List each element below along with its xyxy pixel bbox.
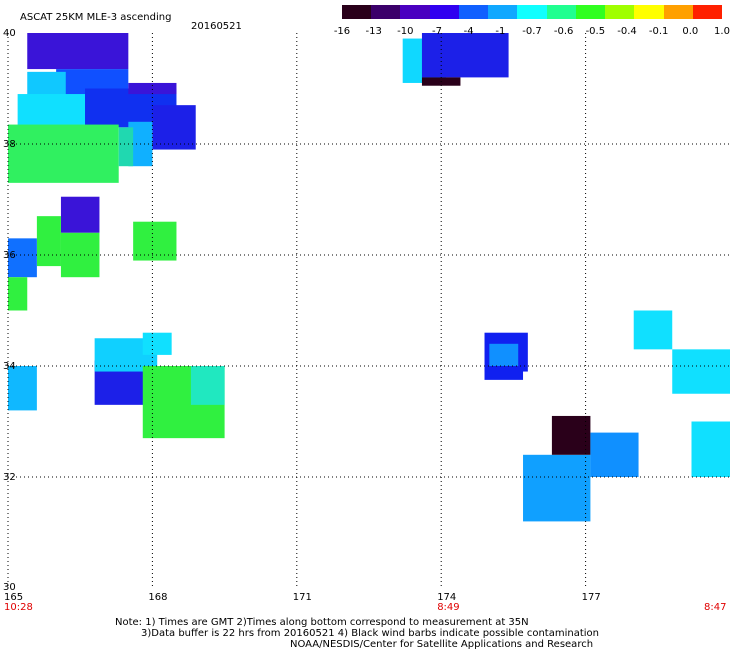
wind-data-block	[36, 216, 61, 267]
wind-data-block	[590, 432, 639, 477]
colorbar-swatch	[458, 5, 489, 19]
wind-data-block	[633, 310, 673, 350]
colorbar	[342, 5, 723, 19]
colorbar-swatch	[342, 5, 372, 19]
wind-data-block	[60, 196, 100, 233]
colorbar-label: -0.7	[522, 26, 542, 37]
wind-data-block	[118, 127, 134, 167]
colorbar-label: -16	[333, 26, 351, 37]
wind-data-block	[133, 221, 177, 261]
wind-data-block	[8, 238, 37, 278]
colorbar-label: -0.1	[648, 26, 669, 37]
wind-data-block	[691, 421, 730, 477]
x-tick-label: 177	[582, 592, 601, 603]
colorbar-swatch	[605, 5, 635, 19]
colorbar-label: -0.5	[585, 26, 606, 37]
note-line-1: Note: 1) Times are GMT 2)Times along bot…	[115, 617, 529, 628]
colorbar-label: -4	[463, 26, 474, 37]
colorbar-swatch	[371, 5, 401, 19]
colorbar-label: -1	[495, 26, 506, 37]
x-tick-label: 171	[293, 592, 312, 603]
y-tick-label: 30	[3, 582, 16, 593]
colorbar-swatch	[517, 5, 547, 19]
wind-data-block	[421, 33, 509, 78]
x-tick-label: 168	[148, 592, 167, 603]
colorbar-label: 1.0	[714, 26, 730, 37]
colorbar-swatch	[575, 5, 606, 19]
note-line-2: 3)Data buffer is 22 hrs from 20160521 4)…	[141, 628, 599, 639]
wind-data-block	[8, 366, 37, 411]
wind-data-block	[27, 33, 129, 70]
wind-data-block	[128, 82, 177, 95]
chart-date: 20160521	[191, 21, 242, 32]
colorbar-label: -13	[365, 26, 382, 37]
wind-data-block	[190, 366, 225, 405]
colorbar-swatch	[400, 5, 430, 19]
time-label: 10:28	[4, 602, 33, 613]
wind-data-block	[8, 124, 119, 183]
colorbar-swatch	[634, 5, 664, 19]
note-line-3: NOAA/NESDIS/Center for Satellite Applica…	[290, 639, 594, 650]
colorbar-swatch	[488, 5, 518, 19]
colorbar-label: 0.0	[682, 26, 699, 37]
wind-data-block	[523, 454, 591, 522]
time-label: 8:49	[437, 602, 459, 613]
wind-data-block	[551, 415, 591, 455]
wind-data-block	[484, 368, 524, 380]
y-tick-label: 36	[3, 250, 16, 261]
y-tick-label: 40	[3, 28, 16, 39]
chart-title: ASCAT 25KM MLE-3 ascending	[20, 12, 172, 23]
wind-data-block	[8, 277, 28, 311]
y-tick-label: 38	[3, 139, 16, 150]
wind-data-block	[489, 343, 519, 366]
colorbar-swatch	[692, 5, 723, 19]
wind-data-block	[17, 94, 86, 128]
colorbar-label: -0.4	[617, 26, 637, 37]
colorbar-label: -10	[397, 26, 414, 37]
colorbar-swatch	[429, 5, 459, 19]
x-tick-label: 165	[4, 592, 23, 603]
colorbar-label: -7	[432, 26, 442, 37]
y-tick-label: 34	[3, 361, 16, 372]
colorbar-label: -0.6	[553, 26, 574, 37]
wind-data-block	[142, 332, 172, 355]
colorbar-swatch	[663, 5, 693, 19]
wind-data-block	[152, 105, 196, 150]
y-tick-label: 32	[3, 472, 16, 483]
colorbar-swatch	[546, 5, 576, 19]
time-label: 8:47	[704, 602, 726, 613]
x-tick-label: 174	[437, 592, 456, 603]
wind-data-block	[672, 349, 730, 394]
